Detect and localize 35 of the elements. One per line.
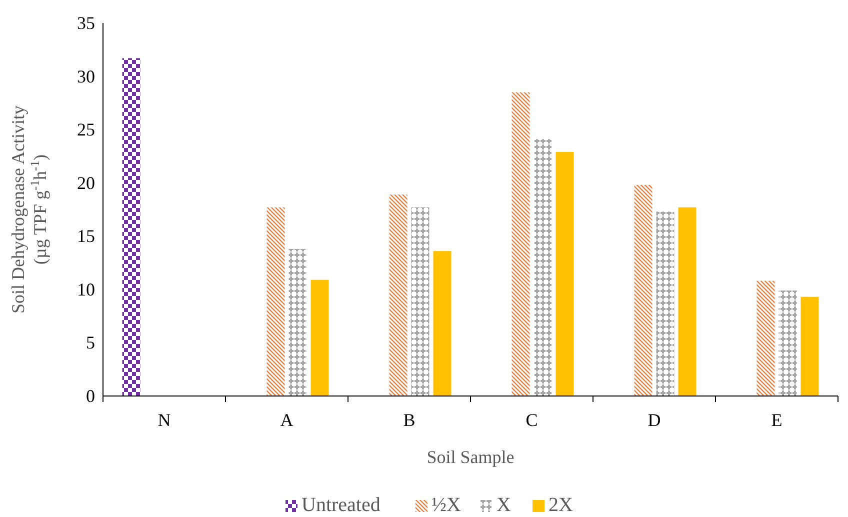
y-tick-label: 15: [77, 226, 95, 246]
bar: [756, 280, 775, 396]
x-axis-title: Soil Sample: [426, 447, 514, 467]
y-tick-label: 5: [86, 332, 95, 353]
y-tick-label: 0: [86, 386, 95, 406]
bar: [678, 207, 696, 396]
bar: [512, 92, 530, 396]
y-tick-label: 35: [77, 13, 95, 33]
bar: [634, 184, 652, 396]
legend-label: 2X: [548, 494, 574, 516]
legend-label: ½X: [432, 494, 462, 516]
y-tick-label: 10: [77, 279, 95, 300]
y-tick-label: 25: [77, 120, 95, 140]
bar: [534, 139, 552, 396]
bar: [433, 251, 452, 396]
y-tick-label: 20: [77, 172, 95, 193]
bar: [411, 207, 430, 396]
x-tick-label: D: [648, 410, 661, 430]
y-tick-label: 30: [77, 66, 95, 86]
bar: [556, 152, 574, 396]
bar: [288, 248, 307, 396]
x-tick-label: B: [403, 410, 416, 430]
bar: [310, 280, 329, 396]
bar: [800, 296, 819, 396]
legend-label: Untreated: [302, 494, 380, 516]
bar: [266, 207, 285, 396]
x-tick-label: E: [771, 410, 782, 430]
bar: [122, 58, 140, 396]
x-tick-label: N: [158, 410, 171, 430]
bar: [656, 212, 674, 396]
bar: [389, 194, 408, 396]
x-tick-label: A: [280, 410, 294, 430]
x-tick-label: C: [526, 410, 538, 430]
legend-label: X: [496, 494, 512, 516]
bar: [778, 290, 797, 396]
